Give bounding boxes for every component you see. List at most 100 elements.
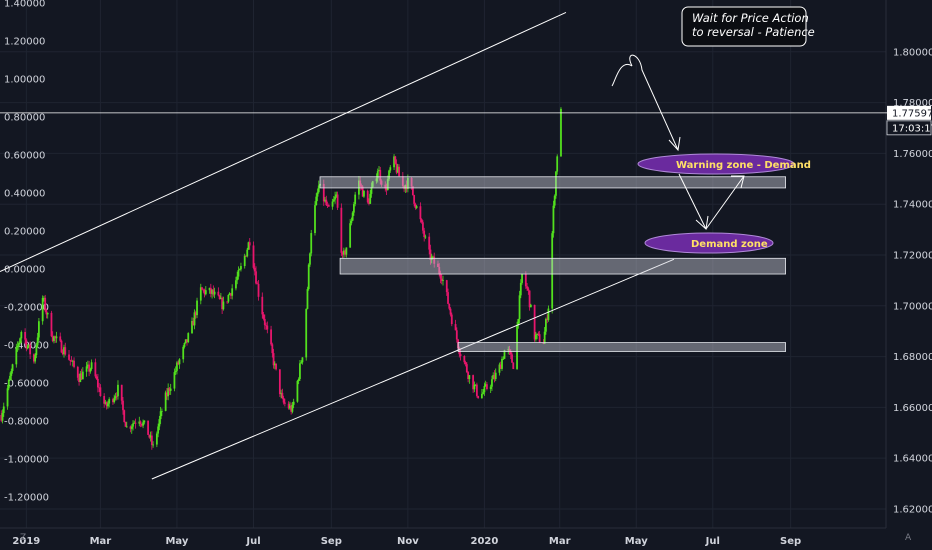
time-axis-tick: Mar: [549, 536, 571, 547]
candle-body: [0, 414, 3, 421]
candle-body: [398, 166, 400, 177]
candle-body: [11, 364, 14, 371]
candle-body: [32, 354, 35, 362]
candle-body: [16, 346, 19, 348]
candle-body: [193, 312, 196, 326]
candle-body: [422, 222, 424, 231]
price-series: [0, 107, 562, 450]
candle-body: [152, 444, 155, 446]
candle-body: [344, 250, 347, 255]
candle-body: [314, 205, 316, 234]
candle-body: [349, 223, 352, 248]
auto-scale-icon[interactable]: A: [905, 533, 912, 543]
candle-body: [502, 358, 505, 360]
candle-body: [122, 400, 124, 411]
candle-body: [511, 354, 513, 363]
left-axis-tick: -0.80000: [4, 417, 49, 428]
candle-body: [196, 300, 198, 316]
arrow-path: [629, 54, 679, 151]
candle-body: [459, 354, 462, 357]
demand-zone-label[interactable]: Demand zone: [644, 232, 774, 254]
right-axis-tick: 1.62000: [893, 504, 932, 515]
candle-body: [445, 280, 448, 293]
candle-body: [411, 186, 414, 196]
candle-body: [134, 422, 137, 424]
candle-body: [36, 337, 39, 346]
arrow-head: [731, 175, 745, 189]
candle-body: [465, 364, 468, 373]
warning-zone-label[interactable]: Warning zone - Demand: [637, 153, 811, 175]
candle-body: [447, 292, 449, 304]
candle-body: [473, 384, 476, 390]
candle-body: [415, 206, 418, 208]
right-axis-panel: [886, 0, 932, 528]
candle-body: [516, 325, 518, 369]
candle-body: [94, 362, 97, 377]
left-axis-tick: 1.20000: [4, 37, 45, 48]
candle-body: [186, 339, 188, 343]
candle-body: [261, 296, 264, 315]
candle-body: [130, 426, 133, 429]
candle-body: [71, 360, 74, 362]
corner-buttons[interactable]: Z A: [20, 533, 912, 543]
right-axis-tick: 1.74000: [893, 200, 932, 211]
candle-body: [474, 384, 477, 386]
candle-body: [81, 371, 84, 380]
candle-body: [69, 359, 72, 361]
candle-body: [467, 372, 469, 380]
right-price-axis[interactable]: 1.80000 1.78000 1.76000 1.74000 1.72000 1.700…: [885, 0, 932, 528]
left-axis-tick: 0.80000: [4, 113, 45, 124]
candle-body: [352, 204, 355, 213]
candle-body: [359, 180, 362, 186]
candle-body: [509, 351, 512, 355]
time-axis[interactable]: 2019 Mar May Jul Sep Nov 2020 Mar May Jul Sep: [0, 527, 932, 550]
candle-body: [325, 199, 328, 206]
candle-body: [86, 364, 89, 367]
candle-body: [404, 185, 407, 189]
candle-body: [219, 297, 222, 300]
candle-body: [546, 318, 549, 320]
candle-body: [129, 426, 132, 429]
candle-body: [310, 233, 313, 254]
candle-body: [503, 350, 506, 359]
candle-body: [115, 396, 118, 397]
candle-body: [483, 386, 486, 393]
timezone-icon[interactable]: Z: [20, 533, 26, 543]
candle-body: [393, 156, 395, 168]
candle-body: [524, 273, 527, 287]
candle-body: [501, 358, 503, 369]
candle-body: [475, 384, 478, 396]
candle-body: [159, 411, 162, 420]
candle-body: [448, 303, 451, 309]
candle-body: [306, 289, 309, 309]
arrow-path: [705, 175, 745, 230]
candle-body: [212, 289, 215, 295]
candle-body: [243, 255, 246, 267]
arrow-head: [695, 215, 709, 230]
demand-zone-text: Demand zone: [691, 239, 768, 250]
candle-body: [120, 384, 123, 401]
left-axis-tick: 0.00000: [4, 265, 45, 276]
candle-body: [157, 426, 160, 434]
countdown-badge: [886, 120, 932, 136]
candle-body: [424, 236, 427, 238]
candle-body: [324, 199, 326, 202]
candle-body: [282, 398, 285, 403]
candle-body: [551, 233, 554, 309]
candle-body: [158, 419, 161, 427]
candle-body: [440, 278, 443, 281]
candle-body: [34, 355, 37, 362]
candle-body: [336, 194, 339, 208]
candle-body: [464, 362, 467, 365]
candle-body: [307, 264, 310, 290]
last-price-value: 1.77597: [892, 108, 932, 119]
callout-line-2: to reversal - Patience: [692, 25, 815, 39]
callout[interactable]: Wait for Price Action to reversal - Pati…: [681, 6, 815, 47]
candle-body: [305, 308, 308, 358]
candle-body: [517, 319, 520, 326]
candle-body: [143, 420, 146, 423]
candle-body: [533, 304, 536, 340]
candle-body: [481, 393, 483, 399]
candle-body: [555, 171, 557, 196]
